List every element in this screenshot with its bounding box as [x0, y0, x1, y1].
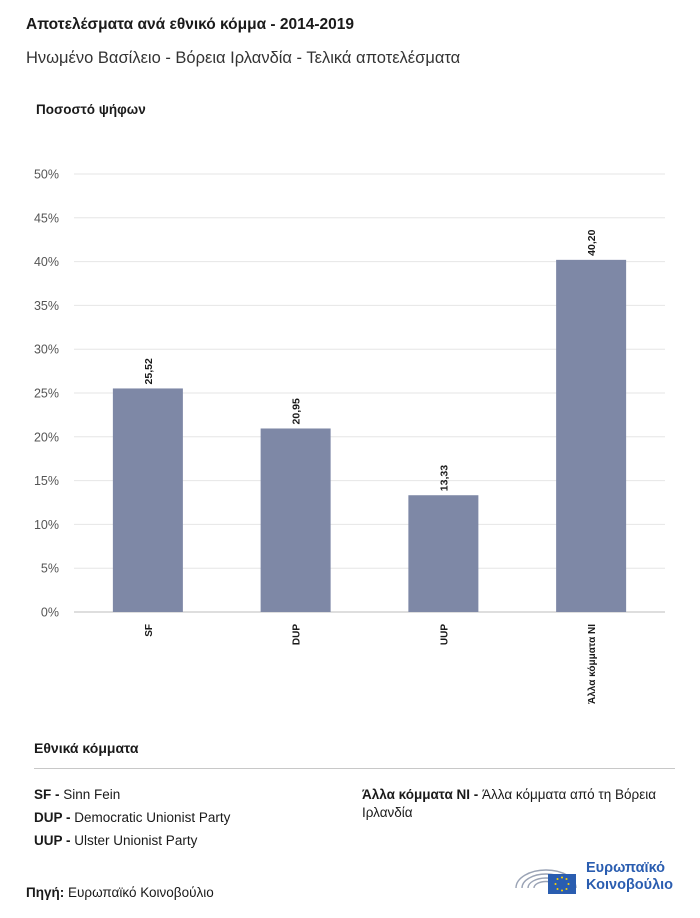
x-tick-label: SF [144, 624, 155, 637]
legend-entry-uup: UUP - Ulster Unionist Party [34, 832, 197, 850]
data-label: 13,33 [438, 465, 450, 491]
source-label: Πηγή: [26, 885, 65, 900]
x-tick-label: UUP [439, 624, 450, 645]
bar [112, 388, 183, 612]
x-tick-label: Άλλα κόμματα NI [587, 624, 598, 704]
source-text: Ευρωπαϊκό Κοινοβούλιο [68, 885, 214, 900]
logo-line-2: Κοινοβούλιο [586, 877, 674, 893]
y-axis-label: Ποσοστό ψήφων [36, 102, 146, 117]
legend-name: Ulster Unionist Party [74, 833, 198, 848]
data-label: 20,95 [291, 398, 303, 424]
chart-subtitle: Ηνωμένο Βασίλειο - Βόρεια Ιρλανδία - Τελ… [26, 49, 461, 67]
x-tick-label: DUP [292, 624, 303, 645]
legend-entry-dup: DUP - Democratic Unionist Party [34, 809, 230, 827]
parliament-logo [515, 869, 577, 894]
y-tick-label: 0% [41, 606, 59, 620]
legend-abbr: Άλλα κόμματα NI - [362, 787, 479, 802]
y-tick-label: 15% [34, 474, 59, 488]
legend-name: Sinn Fein [63, 787, 121, 802]
data-label: 25,52 [143, 358, 155, 384]
legend-abbr: DUP - [34, 810, 71, 825]
y-tick-label: 40% [34, 255, 59, 269]
legend-name: Democratic Unionist Party [74, 810, 231, 825]
bar [556, 259, 627, 612]
y-tick-label: 45% [34, 211, 59, 225]
y-tick-label: 5% [41, 562, 59, 576]
data-label: 40,20 [586, 229, 598, 255]
y-tick-label: 25% [34, 387, 59, 401]
legend-abbr: SF - [34, 787, 60, 802]
logo-line-1: Ευρωπαϊκό [586, 860, 666, 876]
y-tick-label: 20% [34, 430, 59, 444]
y-tick-label: 35% [34, 299, 59, 313]
legend-title: Εθνικά κόμματα [34, 740, 139, 756]
legend-abbr: UUP - [34, 833, 71, 848]
bar [260, 428, 331, 612]
bar [408, 495, 479, 612]
y-tick-label: 10% [34, 518, 59, 532]
logo-text: Ευρωπαϊκό Κοινοβούλιο [586, 860, 673, 894]
y-tick-label: 50% [34, 168, 59, 182]
legend-entry-other: Άλλα κόμματα NI - Άλλα κόμματα από τη Βό… [362, 786, 677, 822]
y-tick-label: 30% [34, 343, 59, 357]
source-note: Πηγή: Ευρωπαϊκό Κοινοβούλιο [26, 885, 214, 900]
legend-name: Άλλα κόμματα από τη Βόρεια Ιρλανδία [362, 787, 657, 820]
legend-entry-sf: SF - Sinn Fein [34, 786, 120, 804]
legend-divider [34, 768, 675, 769]
bar-chart: 0% 5% 10% 15% 20% 25% 30% 35% 40% 45% 50% 25,52 SF 20… [34, 168, 665, 704]
chart-title: Αποτελέσματα ανά εθνικό κόμμα - 2014-201… [26, 16, 355, 33]
